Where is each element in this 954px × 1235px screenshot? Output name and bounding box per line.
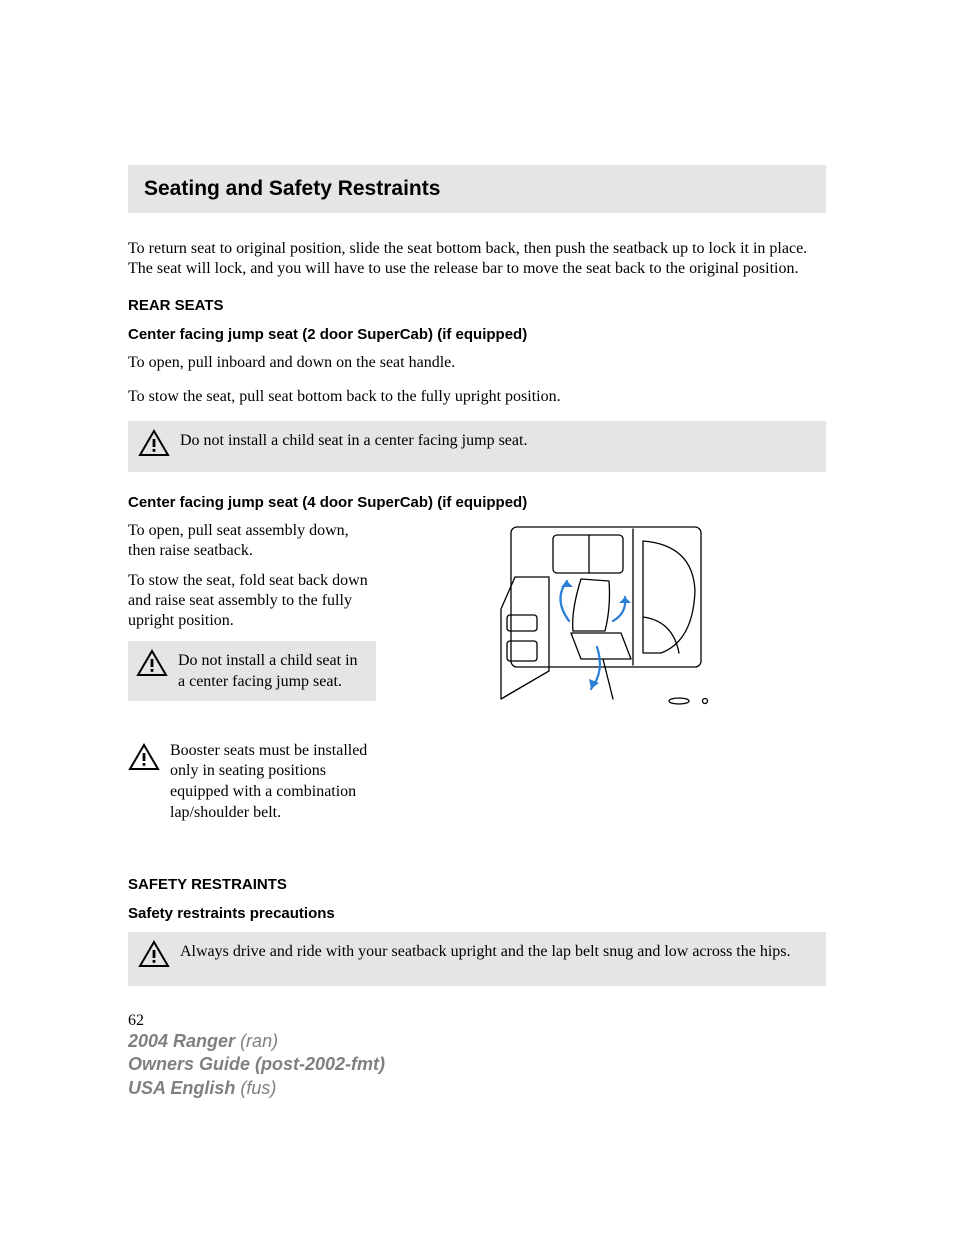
warning-text-safety: Always drive and ride with your seatback… [180,938,791,963]
warning-text-4door: Do not install a child seat in a center … [178,647,368,693]
warning-icon [128,743,160,776]
jump-seat-2door-heading: Center facing jump seat (2 door SuperCab… [128,326,826,343]
jump-seat-illustration [390,521,826,834]
footer-block: 2004 Ranger (ran) Owners Guide (post-200… [128,1030,385,1100]
safety-restraints-heading: SAFETY RESTRAINTS [128,876,826,893]
warning-icon [138,429,170,462]
safety-precautions-heading: Safety restraints precautions [128,905,826,922]
warning-box-safety: Always drive and ride with your seatback… [128,932,826,986]
warning-box-2door: Do not install a child seat in a center … [128,421,826,472]
booster-warning-text: Booster seats must be installed only in … [170,741,376,824]
warning-icon [138,940,170,973]
page-number: 62 [128,1012,826,1030]
jump-seat-4door-p2: To stow the seat, fold seat back down an… [128,571,376,631]
jump-seat-4door-p1: To open, pull seat assembly down, then r… [128,521,376,561]
footer-line-3: USA English (fus) [128,1077,385,1100]
footer-line-1: 2004 Ranger (ran) [128,1030,385,1053]
rear-seats-heading: REAR SEATS [128,297,826,314]
warning-box-4door: Do not install a child seat in a center … [128,641,376,701]
chapter-title: Seating and Safety Restraints [144,177,810,201]
warning-text-2door: Do not install a child seat in a center … [180,427,527,452]
jump-seat-2door-p2: To stow the seat, pull seat bottom back … [128,387,826,407]
footer-line-2: Owners Guide (post-2002-fmt) [128,1053,385,1076]
booster-warning-block: Booster seats must be installed only in … [128,741,376,824]
warning-icon [136,649,168,682]
jump-seat-2door-p1: To open, pull inboard and down on the se… [128,353,826,373]
chapter-header: Seating and Safety Restraints [128,165,826,213]
jump-seat-4door-heading: Center facing jump seat (4 door SuperCab… [128,494,826,511]
intro-paragraph: To return seat to original position, sli… [128,239,826,279]
